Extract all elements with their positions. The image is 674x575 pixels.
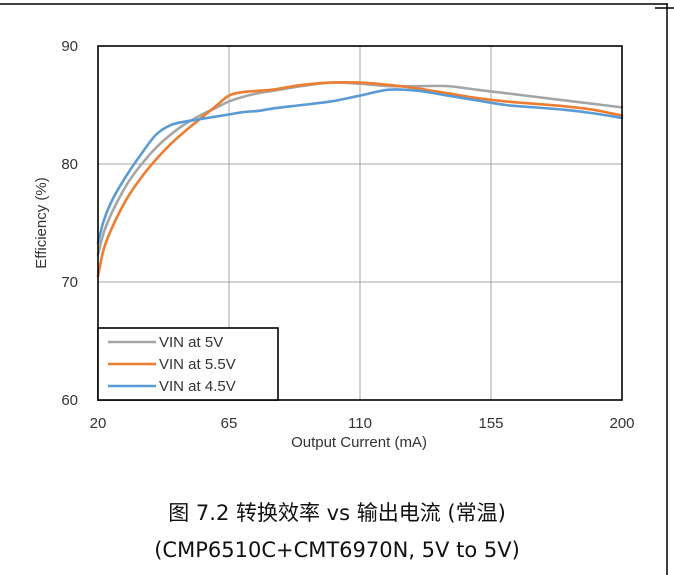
x-tick-label: 200 bbox=[609, 415, 634, 432]
legend-label: VIN at 5V bbox=[159, 334, 223, 351]
legend-label: VIN at 5.5V bbox=[159, 356, 236, 373]
series-line-1 bbox=[96, 80, 624, 278]
series-lines bbox=[96, 80, 624, 278]
y-tick-label: 90 bbox=[61, 38, 78, 55]
legend-box bbox=[97, 327, 279, 401]
y-tick-label: 80 bbox=[61, 156, 78, 173]
figure-caption-subtitle: (CMP6510C+CMT6970N, 5V to 5V) bbox=[154, 538, 520, 562]
x-tick-label: 110 bbox=[348, 415, 372, 432]
y-tick-label: 70 bbox=[61, 274, 78, 291]
y-tick-label: 60 bbox=[61, 392, 78, 409]
x-tick-label: 20 bbox=[90, 415, 107, 432]
y-axis-label: Efficiency (%) bbox=[33, 177, 50, 268]
series-line-2 bbox=[96, 88, 624, 245]
x-axis-label: Output Current (mA) bbox=[291, 434, 427, 451]
x-tick-label: 155 bbox=[478, 415, 503, 432]
legend-label: VIN at 4.5V bbox=[159, 378, 236, 395]
legend: VIN at 5V VIN at 5.5V VIN at 4.5V bbox=[97, 327, 279, 401]
plot-area-border bbox=[97, 45, 623, 401]
x-tick-label: 65 bbox=[221, 415, 238, 432]
figure-caption-title: 图 7.2 转换效率 vs 输出电流 (常温) bbox=[168, 501, 506, 525]
tick-labels: 20 65 110 155 200 60 70 80 90 bbox=[61, 38, 634, 432]
series-line-0 bbox=[96, 81, 624, 257]
